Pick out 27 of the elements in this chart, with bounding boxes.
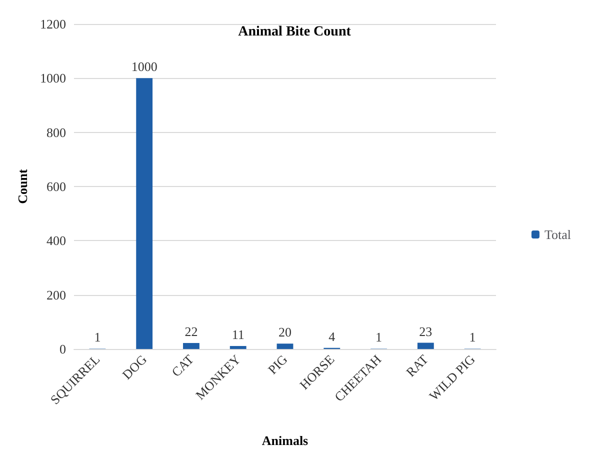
x-tick-label: CAT xyxy=(168,352,197,380)
data-label: 1 xyxy=(94,330,101,345)
data-label: 22 xyxy=(184,324,198,340)
data-label: 20 xyxy=(278,324,292,340)
y-tick-label: 400 xyxy=(46,233,66,248)
bar xyxy=(183,343,200,349)
bar xyxy=(230,346,246,349)
data-label: 1000 xyxy=(131,59,158,74)
data-label: 4 xyxy=(328,328,336,344)
y-tick-label: 0 xyxy=(60,342,66,356)
y-tick-label: 200 xyxy=(46,287,66,302)
x-axis-title: Animals xyxy=(262,433,308,448)
y-tick-label: 1200 xyxy=(40,16,66,32)
data-label: 11 xyxy=(232,327,244,342)
y-tick-label: 600 xyxy=(46,179,66,194)
bar xyxy=(136,78,153,349)
x-tick-label: PIG xyxy=(264,352,290,378)
bar xyxy=(417,342,434,349)
legend-label: Total xyxy=(544,227,572,242)
data-label: 23 xyxy=(419,324,432,339)
data-label: 1 xyxy=(469,330,476,345)
y-tick-label: 800 xyxy=(46,124,66,140)
y-axis-title: Count xyxy=(15,168,30,204)
bar xyxy=(276,344,294,349)
y-tick-label: 1000 xyxy=(40,70,66,86)
chart-title: Animal Bite Count xyxy=(238,24,352,40)
data-label: 1 xyxy=(376,330,382,345)
